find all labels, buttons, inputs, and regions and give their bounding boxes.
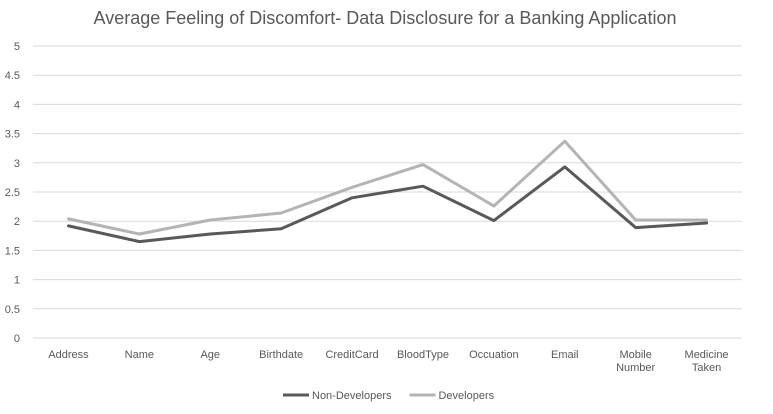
x-tick-label: Occuation [469,349,519,361]
x-tick-label: Address [48,349,89,361]
y-tick-label: 1.5 [5,245,20,257]
x-tick-label-line: Address [48,349,89,361]
y-tick-label: 4.5 [5,70,20,82]
x-axis-ticks: Address Name Age Birthdate CreditCard BloodTy… [48,349,728,374]
y-tick-label: 3.5 [5,129,20,141]
chart-title: Average Feeling of Discomfort- Data Disc… [94,8,677,28]
series-line-0 [67,165,709,244]
x-tick-label-line: Name [125,349,154,361]
x-tick-label: Mobile Number [616,349,655,374]
x-tick-label-line: Medicine [685,349,729,361]
x-tick-label: Age [200,349,220,361]
y-tick-label: 2 [14,216,20,228]
x-tick-label: Email [551,349,579,361]
x-tick-label: Birthdate [259,349,303,361]
y-tick-label: 0 [14,333,20,345]
y-tick-label: 5 [14,41,20,53]
x-tick-label-line: CreditCard [325,349,378,361]
x-tick-label-line: BloodType [397,349,449,361]
y-tick-label: 4 [14,99,20,111]
y-tick-label: 2.5 [5,187,20,199]
y-tick-label: 1 [14,275,20,287]
series-line-1 [67,139,709,236]
x-tick-label-line: Age [200,349,220,361]
y-axis-ticks: 0 0.5 1 1.5 2 2.5 3 3.5 4 4.5 5 [5,41,20,345]
y-tick-label: 3 [14,158,20,170]
legend: Non-Developers Developers [283,390,495,402]
x-tick-label-line: Number [616,362,655,374]
x-tick-label-line: Email [551,349,579,361]
legend-label: Developers [438,390,494,402]
x-tick-label-line: Taken [692,362,721,374]
legend-label: Non-Developers [312,390,392,402]
series-lines [67,139,709,244]
x-tick-label: CreditCard [325,349,378,361]
x-tick-label: BloodType [397,349,449,361]
x-tick-label: Medicine Taken [685,349,729,374]
x-tick-label-line: Birthdate [259,349,303,361]
x-tick-label: Name [125,349,154,361]
x-tick-label-line: Mobile [619,349,651,361]
y-tick-label: 0.5 [5,304,20,316]
x-tick-label-line: Occuation [469,349,519,361]
